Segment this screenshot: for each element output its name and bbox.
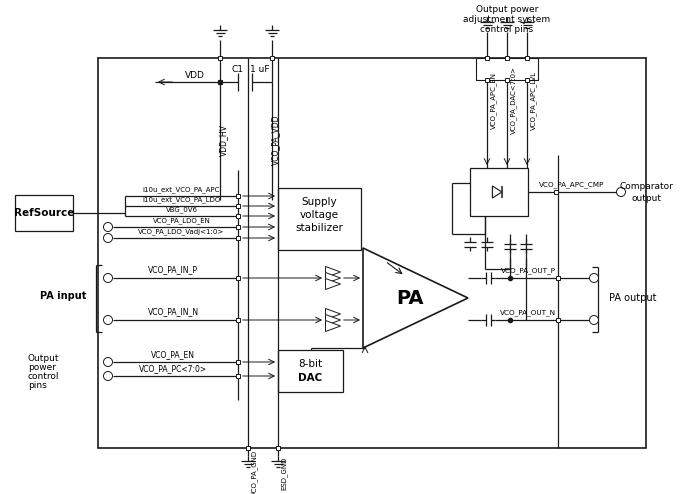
Bar [15,195,73,231]
Text: VCO_PA_APC_LVL: VCO_PA_APC_LVL [530,71,537,129]
Text: RefSource: RefSource [14,208,74,218]
Bar [278,188,361,250]
Text: VCO_PA_LDO_EN: VCO_PA_LDO_EN [153,218,211,224]
Text: stabilizer: stabilizer [295,223,344,233]
Text: voltage: voltage [300,210,339,220]
Bar [556,276,560,280]
Bar [485,56,489,60]
Bar [98,58,646,448]
Text: DAC: DAC [298,373,323,383]
Text: VDD: VDD [185,72,205,81]
Text: Comparator: Comparator [619,181,673,191]
Text: PA output: PA output [609,293,657,303]
Text: C1: C1 [231,66,243,75]
Bar [525,78,529,82]
Bar [236,225,240,229]
Text: control pins: control pins [480,26,533,35]
Circle shape [104,234,113,243]
Circle shape [589,316,598,325]
Bar [236,276,240,280]
Polygon shape [326,308,340,320]
Text: VCO_PA_IN_P: VCO_PA_IN_P [148,265,198,275]
Bar [218,80,222,84]
Bar [246,446,250,450]
Circle shape [104,274,113,283]
Polygon shape [326,315,340,326]
Bar [270,56,274,60]
Text: VCO_PA_GND: VCO_PA_GND [251,450,258,494]
Text: Output power: Output power [476,5,538,14]
Circle shape [617,188,626,197]
Bar [476,58,538,80]
Text: 1 uF: 1 uF [251,66,270,75]
Text: Supply: Supply [302,197,337,207]
Bar [236,360,240,364]
Circle shape [104,358,113,367]
Bar [556,318,560,322]
Text: power: power [28,363,56,371]
Bar [236,214,240,218]
Bar [505,78,509,82]
Text: VCO_PA_DAC<7:0>: VCO_PA_DAC<7:0> [510,66,517,134]
Bar [278,350,343,392]
Text: VDD_HV: VDD_HV [220,124,228,156]
Text: VCO_PA_APC_CMP: VCO_PA_APC_CMP [539,182,605,188]
Text: i10u_ext_VCO_PA_LDO: i10u_ext_VCO_PA_LDO [142,197,220,204]
Text: Output: Output [28,354,60,363]
Polygon shape [326,266,340,278]
Circle shape [104,371,113,380]
Text: VCO_PA_APC_EN: VCO_PA_APC_EN [490,72,497,128]
Bar [276,446,280,450]
Text: ESD_GND: ESD_GND [281,456,288,490]
Text: PA input: PA input [40,291,86,301]
Polygon shape [326,273,340,284]
Text: VCO_PA_LDO_Vadj<1:0>: VCO_PA_LDO_Vadj<1:0> [139,229,225,235]
Text: output: output [631,194,661,203]
Bar [485,78,489,82]
Bar [236,374,240,378]
Polygon shape [326,279,340,289]
Bar [218,56,222,60]
Text: 8-bit: 8-bit [298,359,323,369]
Text: VCO_PA_OUT_N: VCO_PA_OUT_N [500,310,556,316]
Polygon shape [492,186,502,198]
Bar [236,204,240,208]
Bar [554,190,558,194]
Polygon shape [363,248,468,348]
Bar [236,194,240,198]
Text: adjustment system: adjustment system [463,15,551,25]
Text: VCO_PA_VDD: VCO_PA_VDD [272,115,281,165]
Bar [525,56,529,60]
Bar [236,236,240,240]
Circle shape [589,274,598,283]
Bar [236,318,240,322]
Text: VCO_PA_EN: VCO_PA_EN [151,351,195,360]
Bar [470,168,528,216]
Text: VBG_0V6: VBG_0V6 [165,206,197,213]
Text: control: control [28,371,60,380]
Text: pins: pins [28,380,47,389]
Circle shape [104,316,113,325]
Text: VCO_PA_IN_N: VCO_PA_IN_N [148,307,199,317]
Polygon shape [326,321,340,331]
Text: VCO_PA_PC<7:0>: VCO_PA_PC<7:0> [139,365,207,373]
Text: VCO_PA_OUT_P: VCO_PA_OUT_P [500,268,556,274]
Text: i10u_ext_VCO_PA_APC: i10u_ext_VCO_PA_APC [143,187,220,193]
Bar [505,56,509,60]
Circle shape [104,222,113,232]
Text: PA: PA [397,288,424,307]
